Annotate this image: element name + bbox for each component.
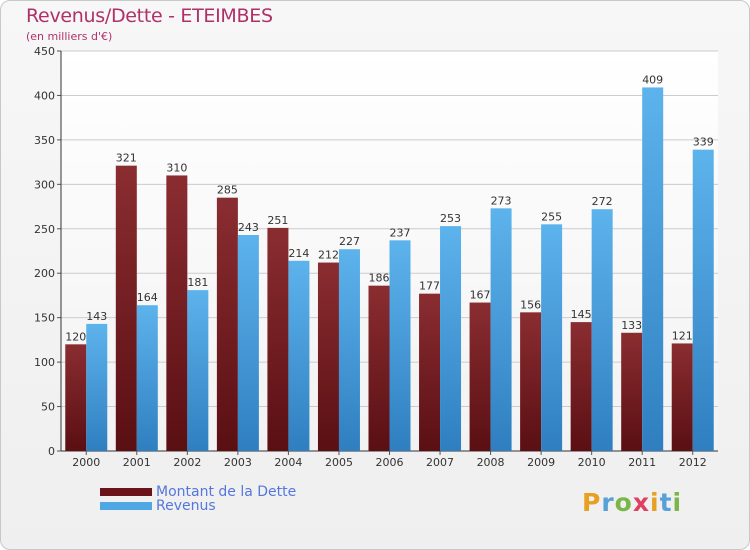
- legend-swatch-debt: [100, 488, 152, 496]
- data-label-debt: 133: [621, 319, 642, 332]
- y-tick-label: 150: [34, 312, 55, 325]
- x-tick-label: 2012: [679, 456, 707, 469]
- bar-revenue: [490, 208, 512, 451]
- data-label-revenue: 409: [642, 73, 663, 86]
- y-tick-label: 450: [34, 45, 55, 58]
- x-tick-label: 2008: [477, 456, 505, 469]
- bar-revenue: [541, 224, 563, 451]
- bar-revenue: [440, 226, 462, 451]
- data-label-revenue: 143: [86, 310, 107, 323]
- x-tick-label: 2003: [224, 456, 252, 469]
- legend-label-debt: Montant de la Dette: [156, 484, 297, 500]
- bar-debt: [65, 344, 87, 451]
- bar-debt: [317, 262, 339, 451]
- x-tick-label: 2009: [527, 456, 555, 469]
- x-tick-label: 2000: [72, 456, 100, 469]
- bar-revenue: [288, 260, 310, 451]
- bar-debt: [419, 293, 441, 451]
- bar-revenue: [591, 209, 613, 451]
- bar-revenue: [338, 249, 360, 451]
- x-tick-label: 2002: [173, 456, 201, 469]
- bar-debt: [166, 175, 188, 451]
- y-tick-label: 350: [34, 134, 55, 147]
- data-label-debt: 285: [217, 184, 238, 197]
- proxiti-logo: Proxiti: [582, 488, 683, 517]
- y-tick-label: 300: [34, 178, 55, 191]
- legend-swatch-revenue: [100, 502, 152, 510]
- bar-debt: [216, 197, 238, 451]
- x-tick-label: 2004: [274, 456, 302, 469]
- data-label-debt: 121: [672, 329, 693, 342]
- y-tick-label: 250: [34, 223, 55, 236]
- y-tick-label: 100: [34, 356, 55, 369]
- bar-debt: [469, 302, 491, 451]
- y-tick-label: 50: [41, 401, 55, 414]
- bar-debt: [671, 343, 693, 451]
- bar-revenue: [389, 240, 411, 451]
- data-label-revenue: 273: [491, 194, 512, 207]
- data-label-revenue: 227: [339, 235, 360, 248]
- x-tick-label: 2006: [376, 456, 404, 469]
- data-label-revenue: 237: [390, 226, 411, 239]
- data-label-revenue: 253: [440, 212, 461, 225]
- data-label-debt: 310: [166, 161, 187, 174]
- data-label-debt: 212: [318, 249, 339, 262]
- data-label-debt: 167: [470, 289, 491, 302]
- x-tick-label: 2010: [578, 456, 606, 469]
- x-tick-label: 2005: [325, 456, 353, 469]
- bar-debt: [621, 332, 643, 451]
- bar-debt: [368, 285, 390, 451]
- data-label-debt: 186: [369, 272, 390, 285]
- data-label-revenue: 181: [187, 276, 208, 289]
- bar-debt: [570, 322, 592, 451]
- y-tick-label: 0: [48, 445, 55, 458]
- bar-debt: [520, 312, 542, 451]
- data-label-revenue: 243: [238, 221, 259, 234]
- data-label-revenue: 164: [137, 291, 158, 304]
- chart-title: Revenus/Dette - ETEIMBES: [26, 5, 273, 27]
- x-tick-label: 2007: [426, 456, 454, 469]
- bar-debt: [267, 227, 289, 451]
- data-label-debt: 321: [116, 152, 137, 165]
- data-label-revenue: 339: [693, 136, 714, 149]
- bar-revenue: [86, 323, 108, 451]
- data-label-debt: 156: [520, 298, 541, 311]
- x-tick-label: 2011: [628, 456, 656, 469]
- data-label-revenue: 214: [288, 247, 309, 260]
- bar-revenue: [237, 235, 259, 451]
- bar-revenue: [187, 290, 209, 451]
- data-label-debt: 177: [419, 280, 440, 293]
- y-tick-label: 400: [34, 89, 55, 102]
- data-label-debt: 251: [267, 214, 288, 227]
- x-tick-label: 2001: [123, 456, 151, 469]
- bar-revenue: [136, 305, 158, 451]
- bar-debt: [115, 165, 137, 451]
- data-label-debt: 120: [65, 330, 86, 343]
- bar-revenue: [692, 149, 714, 451]
- y-tick-label: 200: [34, 267, 55, 280]
- legend-label-revenue: Revenus: [156, 498, 216, 514]
- data-label-revenue: 272: [592, 195, 613, 208]
- chart-subtitle: (en milliers d'€): [26, 30, 113, 43]
- data-label-debt: 145: [571, 308, 592, 321]
- data-label-revenue: 255: [541, 210, 562, 223]
- bar-revenue: [642, 87, 664, 451]
